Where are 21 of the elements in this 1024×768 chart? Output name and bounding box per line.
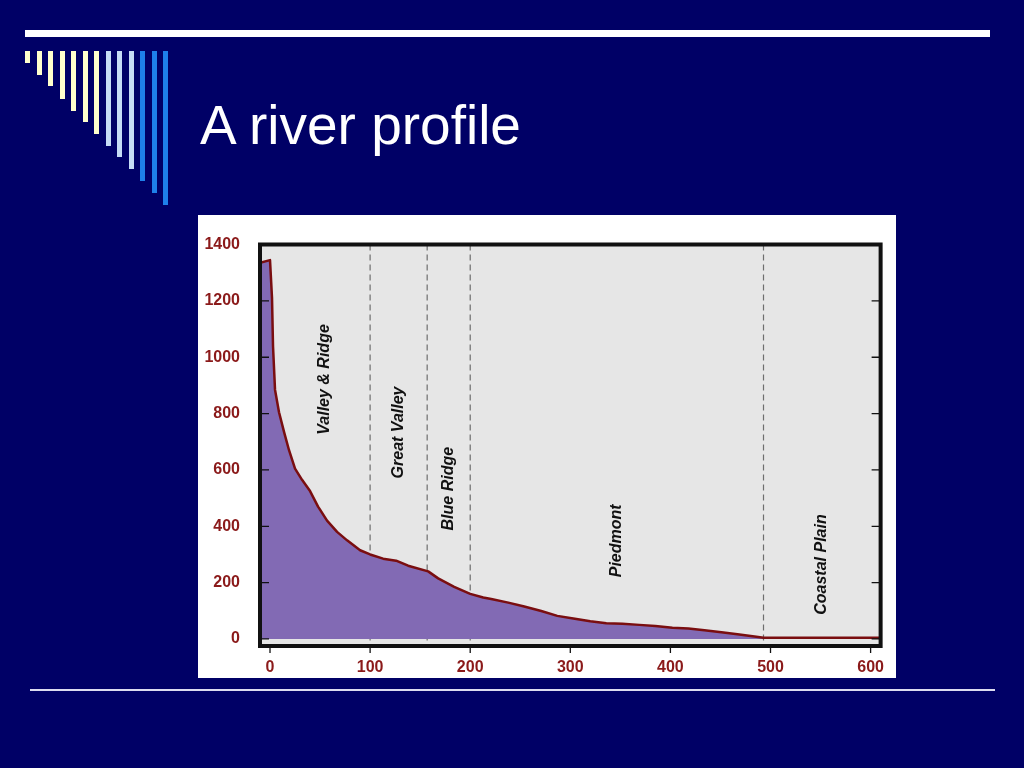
y-tick-label: 0 (231, 629, 241, 647)
x-tick-label: 500 (757, 658, 784, 676)
x-tick-label: 300 (556, 658, 584, 676)
y-tick-label: 1000 (204, 347, 241, 365)
y-tick-label: 1400 (204, 235, 241, 253)
y-tick-label: 1200 (204, 291, 241, 309)
x-tick-label: 400 (657, 658, 684, 676)
x-tick-label: 100 (356, 658, 384, 676)
annotation: Valley & Ridge (315, 324, 333, 435)
y-tick-label: 600 (213, 460, 241, 478)
y-tick-label: 200 (213, 573, 241, 591)
annotation: Piedmont (607, 503, 625, 578)
x-tick-label: 200 (456, 658, 484, 676)
x-tick-label: 0 (265, 658, 275, 676)
chart-title: A river profile (200, 94, 521, 156)
y-tick-label: 400 (213, 516, 241, 534)
annotation: Great Valley (389, 385, 407, 479)
annotation: Coastal Plain (812, 514, 830, 615)
y-tick-label: 800 (213, 404, 241, 422)
x-tick-label: 600 (857, 658, 885, 676)
annotation: Blue Ridge (439, 446, 457, 531)
